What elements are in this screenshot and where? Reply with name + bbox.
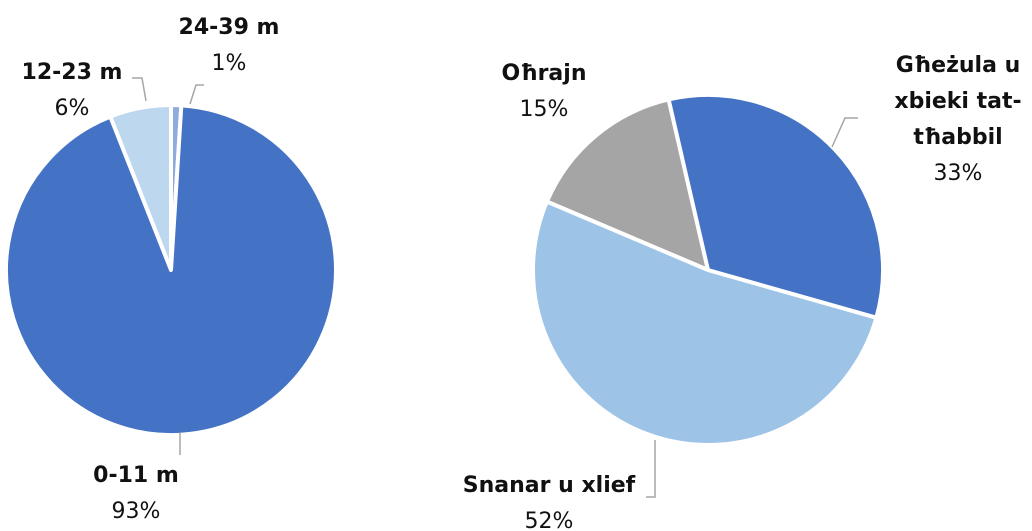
- category-label: 0-11 m: [93, 463, 179, 488]
- slice-label: Snanar u xlief 52%: [419, 468, 679, 531]
- value-label: 93%: [111, 499, 161, 524]
- slice-label: 12-23 m 6%: [17, 55, 127, 127]
- value-label: 15%: [519, 97, 569, 122]
- slice-label: 24-39 m 1%: [154, 10, 304, 82]
- category-label: 12-23 m: [21, 60, 123, 85]
- category-label: Oħrajn: [501, 61, 587, 86]
- pie-slice: [531, 199, 879, 447]
- category-label: 24-39 m: [178, 15, 280, 40]
- category-label: Għeżula u xbieki tat-tħabbil: [894, 53, 1022, 150]
- pie-slice: [666, 93, 885, 320]
- slice-label: 0-11 m 93%: [0, 458, 396, 530]
- pie-slice: [4, 103, 338, 437]
- leader-line: [831, 117, 858, 148]
- value-label: 1%: [211, 51, 247, 76]
- value-label: 6%: [54, 96, 90, 121]
- slice-label: Għeżula u xbieki tat-tħabbil 33%: [873, 48, 1032, 192]
- pie-slice: [544, 97, 710, 272]
- leader-line: [132, 77, 147, 102]
- value-label: 52%: [524, 509, 574, 531]
- leader-lines: [132, 77, 858, 498]
- slice-label: Oħrajn 15%: [469, 56, 619, 128]
- leader-line: [189, 84, 204, 105]
- category-label: Snanar u xlief: [462, 473, 636, 498]
- leader-line: [646, 440, 656, 498]
- value-label: 33%: [933, 161, 983, 186]
